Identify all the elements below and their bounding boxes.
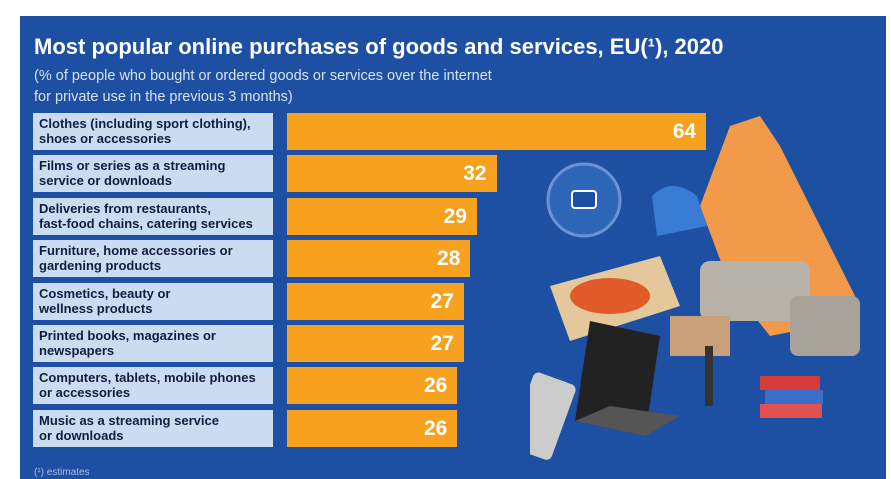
bar [287,240,471,278]
bar [287,155,497,193]
value-label: 26 [423,374,448,398]
bar [287,409,458,447]
category-label: Printed books, magazines or newspapers [33,325,273,362]
bar [287,197,477,235]
chart-title: Most popular online purchases of goods a… [34,34,724,59]
category-label: Furniture, home accessories or gardening… [33,240,273,278]
bar [287,367,458,405]
chart: Most popular online purchases of goods a… [20,16,886,479]
category-label: Films or series as a streaming service o… [33,155,273,193]
bar [287,113,707,150]
value-label: 32 [463,162,487,186]
value-label: 27 [430,289,454,313]
value-label: 28 [437,247,461,271]
value-label: 27 [430,332,454,355]
category-label: Deliveries from restaurants, fast-food c… [33,197,273,235]
category-label: Clothes (including sport clothing), shoe… [33,113,273,150]
illustration [530,116,860,460]
value-label: 64 [672,120,697,143]
footnote: (¹) estimates [34,467,90,478]
bar [287,325,464,362]
category-label: Computers, tablets, mobile phones or acc… [33,367,273,405]
value-label: 29 [443,204,467,228]
bar [287,282,464,320]
category-label: Music as a streaming service or download… [33,409,273,447]
value-label: 26 [423,416,448,440]
category-label: Cosmetics, beauty or wellness products [33,282,273,320]
chart-subtitle: (% of people who bought or ordered goods… [34,68,492,105]
